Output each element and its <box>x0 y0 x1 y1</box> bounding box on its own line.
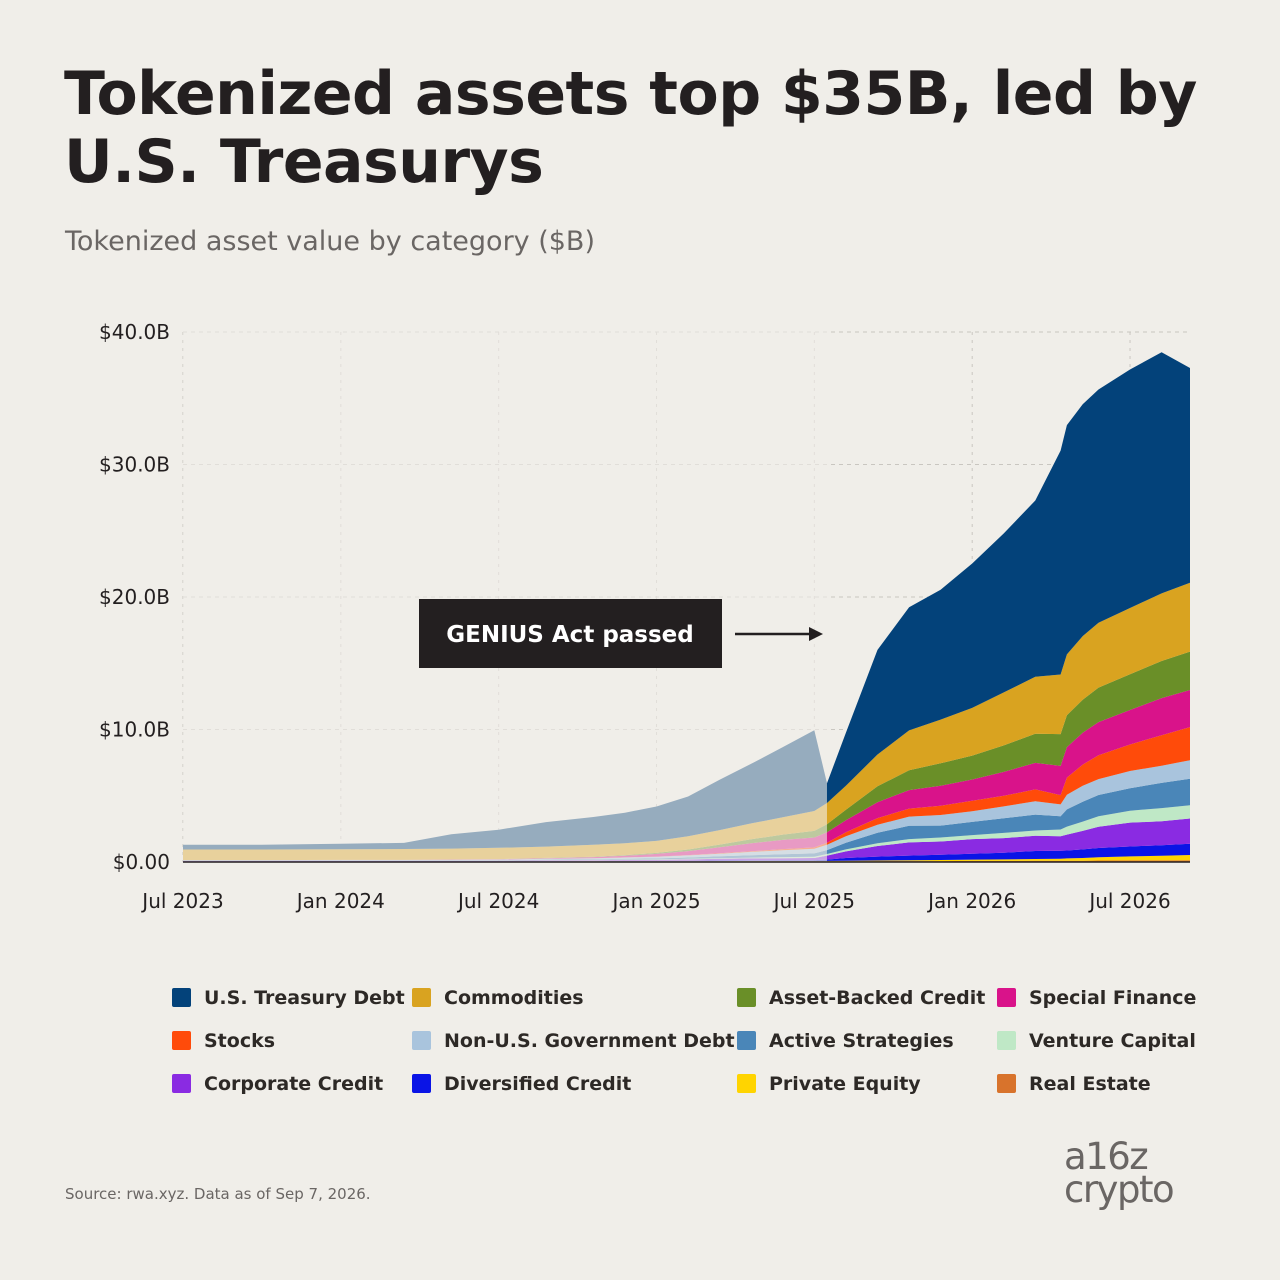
legend-item: Private Equity <box>737 1072 997 1095</box>
legend-label: Venture Capital <box>1029 1029 1196 1052</box>
legend-item: Diversified Credit <box>412 1072 737 1095</box>
y-tick-label: $10.0B <box>99 718 170 742</box>
source-note: Source: rwa.xyz. Data as of Sep 7, 2026. <box>65 1185 371 1203</box>
legend-item: Asset-Backed Credit <box>737 986 997 1009</box>
legend: U.S. Treasury Debt Commodities Asset-Backe… <box>172 986 1212 1095</box>
chart-title: Tokenized assets top $35B, led by U.S. T… <box>64 59 1197 197</box>
legend-label: Commodities <box>444 986 584 1009</box>
legend-label: Non-U.S. Government Debt <box>444 1029 735 1052</box>
legend-swatch <box>172 988 191 1007</box>
logo-line-1: a16z <box>1064 1135 1149 1178</box>
axes: $0.00 $10.0B $20.0B $30.0B $40.0B Jul 2023 Jan… <box>99 320 1190 913</box>
legend-item: Stocks <box>172 1029 412 1052</box>
legend-swatch <box>737 1031 756 1050</box>
legend-label: Private Equity <box>769 1072 921 1095</box>
legend-label: Stocks <box>204 1029 276 1052</box>
area-commodities <box>183 582 1190 861</box>
legend-label: Asset-Backed Credit <box>769 986 986 1009</box>
legend-swatch <box>737 988 756 1007</box>
annotation-arrow-head <box>809 627 823 641</box>
x-tick-label: Jul 2024 <box>456 889 539 913</box>
x-tick-label: Jul 2023 <box>140 889 223 913</box>
legend-swatch <box>172 1074 191 1093</box>
legend-label: U.S. Treasury Debt <box>204 986 405 1009</box>
area-private-equity <box>183 855 1190 862</box>
legend-swatch <box>412 988 431 1007</box>
legend-item: Non-U.S. Government Debt <box>412 1029 737 1052</box>
legend-swatch <box>737 1074 756 1093</box>
area-diversified-credit <box>183 843 1190 862</box>
legend-item: Special Finance <box>997 986 1212 1009</box>
a16z-crypto-logo: a16z crypto <box>1064 1135 1175 1211</box>
legend-swatch <box>997 988 1016 1007</box>
annotation-box <box>419 599 722 668</box>
area-non-u-s-government-debt <box>183 760 1190 861</box>
y-tick-label: $30.0B <box>99 453 170 477</box>
x-tick-label: Jan 2026 <box>926 889 1016 913</box>
x-tick-label: Jul 2025 <box>772 889 855 913</box>
legend-item: U.S. Treasury Debt <box>172 986 412 1009</box>
legend-item: Real Estate <box>997 1072 1212 1095</box>
y-tick-label: $20.0B <box>99 585 170 609</box>
legend-label: Corporate Credit <box>204 1072 384 1095</box>
x-tick-label: Jan 2025 <box>610 889 700 913</box>
legend-label: Special Finance <box>1029 986 1197 1009</box>
stacked-area-chart: $0.00 $10.0B $20.0B $30.0B $40.0B Jul 2023 Jan… <box>99 320 1190 913</box>
legend-swatch <box>412 1074 431 1093</box>
annotation-text: GENIUS Act passed <box>446 622 694 648</box>
legend-item: Venture Capital <box>997 1029 1212 1052</box>
chart-subtitle: Tokenized asset value by category ($B) <box>65 226 595 257</box>
logo-line-2: crypto <box>1064 1168 1175 1211</box>
legend-item: Commodities <box>412 986 737 1009</box>
legend-label: Diversified Credit <box>444 1072 632 1095</box>
area-asset-backed-credit <box>183 651 1190 861</box>
y-tick-label: $0.00 <box>113 850 170 874</box>
genius-act-annotation: GENIUS Act passed <box>419 599 823 668</box>
legend-item: Corporate Credit <box>172 1072 412 1095</box>
x-tick-label: Jan 2024 <box>295 889 385 913</box>
legend-label: Real Estate <box>1029 1072 1151 1095</box>
history-fade-overlay <box>183 330 827 862</box>
area-corporate-credit <box>183 818 1190 862</box>
legend-swatch <box>172 1031 191 1050</box>
legend-swatch <box>412 1031 431 1050</box>
history-fade <box>183 330 827 862</box>
legend-swatch <box>997 1074 1016 1093</box>
x-tick-label: Jul 2026 <box>1087 889 1170 913</box>
area-u-s-treasury-debt <box>183 352 1190 850</box>
legend-swatch <box>997 1031 1016 1050</box>
legend-label: Active Strategies <box>769 1029 954 1052</box>
y-tick-label: $40.0B <box>99 320 170 344</box>
legend-item: Active Strategies <box>737 1029 997 1052</box>
